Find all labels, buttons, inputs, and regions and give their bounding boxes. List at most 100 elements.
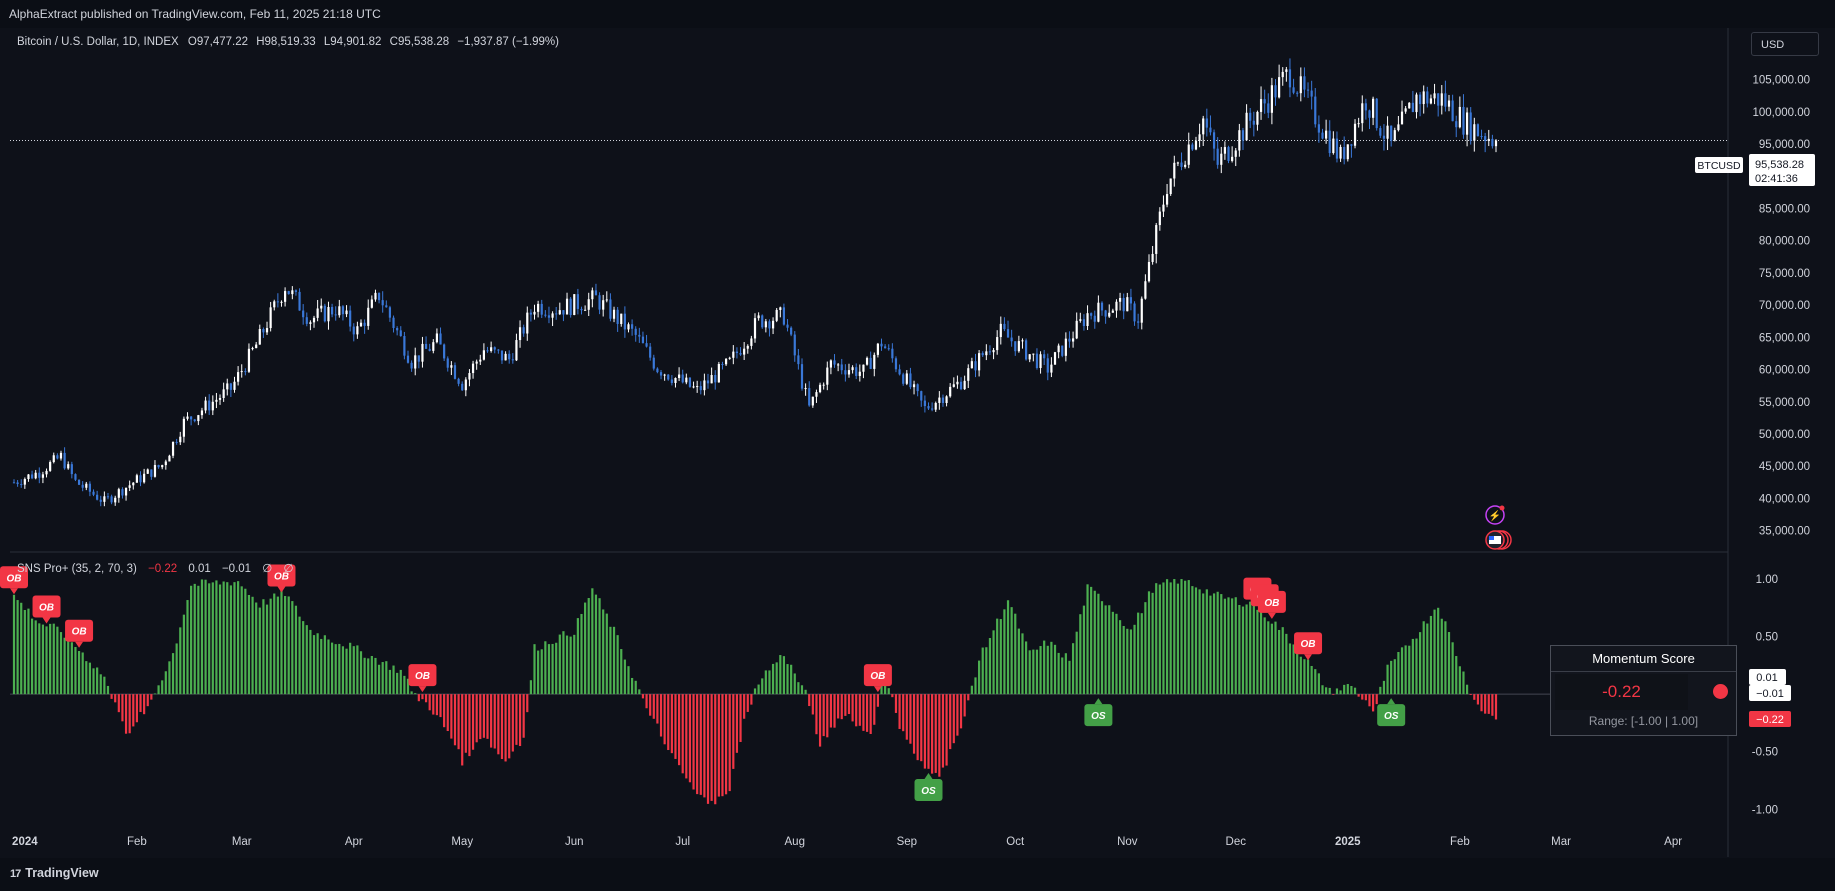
candle-body (490, 347, 493, 352)
histogram-bar (359, 651, 363, 695)
candle-body (1162, 204, 1165, 212)
candle-body (815, 392, 818, 397)
histogram-bar (1429, 615, 1433, 695)
histogram-bar (1328, 687, 1331, 695)
histogram-bar (811, 694, 814, 715)
candle-body (573, 294, 576, 316)
histogram-bar (461, 694, 464, 766)
candle-body (190, 416, 193, 420)
candle-body (211, 401, 214, 411)
histogram-bar (1285, 633, 1288, 695)
histogram-bar (1321, 685, 1324, 695)
candle-body (388, 307, 392, 318)
candle-body (757, 315, 760, 319)
histogram-bar (1104, 605, 1107, 695)
candle-body (294, 290, 298, 292)
histogram-bar (1061, 657, 1064, 695)
candle-body (1220, 153, 1223, 165)
candle-body (1404, 108, 1407, 112)
candle-body (884, 346, 887, 349)
ob-label: OB (7, 573, 22, 584)
tradingview-logo[interactable]: 17 TradingView (10, 866, 99, 880)
ob-label-bg (267, 564, 296, 587)
histogram-bar (121, 694, 124, 722)
candle-body (1397, 124, 1400, 131)
histogram-bar (1476, 694, 1480, 705)
histogram-bar (1035, 649, 1039, 695)
event-icons[interactable]: ⚡ (1485, 505, 1512, 550)
histogram-bar (280, 589, 283, 695)
histogram-bar (612, 626, 616, 695)
histogram-bar (432, 694, 435, 715)
candle-body (1447, 100, 1451, 107)
histogram-bar (1458, 666, 1461, 695)
candle-body (92, 491, 95, 495)
candle-body (865, 357, 869, 365)
candle-body (1115, 301, 1118, 311)
candle-body (110, 496, 113, 503)
candle-body (1325, 130, 1328, 139)
histogram-bar (912, 694, 916, 754)
histogram-bar (1491, 694, 1494, 716)
histogram-bar (978, 660, 981, 695)
candle-body (410, 362, 413, 369)
histogram-bar (529, 680, 532, 695)
candle-body (688, 377, 692, 387)
histogram-bar (1212, 593, 1216, 695)
histogram-bar (385, 661, 388, 695)
candle-body (855, 367, 858, 376)
footer-bar: 17 TradingView (0, 858, 1835, 891)
candle-body (1057, 345, 1060, 353)
candle-body (1321, 132, 1324, 139)
candle-body (627, 324, 630, 330)
histogram-bar (1205, 589, 1208, 695)
lightning-icon[interactable] (1485, 505, 1505, 525)
histogram-bar (1447, 632, 1451, 695)
ob-os-labels: OBOBOBOBOBOBOBOBOBOBOSOSOS (0, 564, 1406, 801)
candle-body (822, 384, 825, 386)
ob-label-bg (0, 566, 28, 589)
histogram-bar (1220, 594, 1223, 695)
price-tick-label: 55,000.00 (1759, 397, 1810, 409)
histogram-bar (1397, 651, 1400, 695)
histogram-bar (1379, 686, 1382, 695)
histogram-bar (247, 594, 251, 695)
histogram-bar (56, 626, 59, 695)
candle-body (562, 310, 565, 315)
currency-button[interactable]: USD (1751, 32, 1819, 56)
histogram-bar (985, 647, 988, 695)
candle-body (540, 303, 543, 315)
histogram-bar (1364, 694, 1367, 701)
candle-body (1306, 89, 1310, 91)
candle-body (1455, 121, 1458, 128)
candle-body (609, 299, 612, 319)
candle-body (143, 473, 146, 483)
candle-body (753, 318, 757, 339)
histogram-bar (1303, 659, 1306, 695)
histogram-bar (1274, 621, 1277, 695)
candle-body (240, 371, 243, 373)
candle-body (804, 388, 807, 390)
candle-body (612, 309, 616, 319)
oscillator-tick-label: 1.00 (1756, 574, 1778, 586)
histogram-bar (251, 596, 254, 695)
ob-label-bg (32, 595, 61, 618)
candle-body (175, 441, 178, 443)
histogram-bar (265, 604, 269, 695)
momentum-value-cell: -0.22 (1555, 674, 1688, 710)
candle-body (797, 355, 800, 365)
histogram-bar (674, 694, 677, 759)
histogram-bar (150, 694, 153, 700)
histogram-bar (804, 689, 807, 695)
candle-body (623, 313, 626, 330)
histogram-bar (1375, 694, 1378, 705)
histogram-bar (569, 636, 572, 695)
histogram-bar (573, 634, 576, 695)
candle-body (1245, 112, 1248, 141)
candle-body (385, 305, 388, 308)
histogram-bar (1006, 600, 1010, 695)
histogram-bar (1487, 694, 1490, 714)
candle-body (349, 310, 352, 327)
candle-body (305, 317, 308, 324)
